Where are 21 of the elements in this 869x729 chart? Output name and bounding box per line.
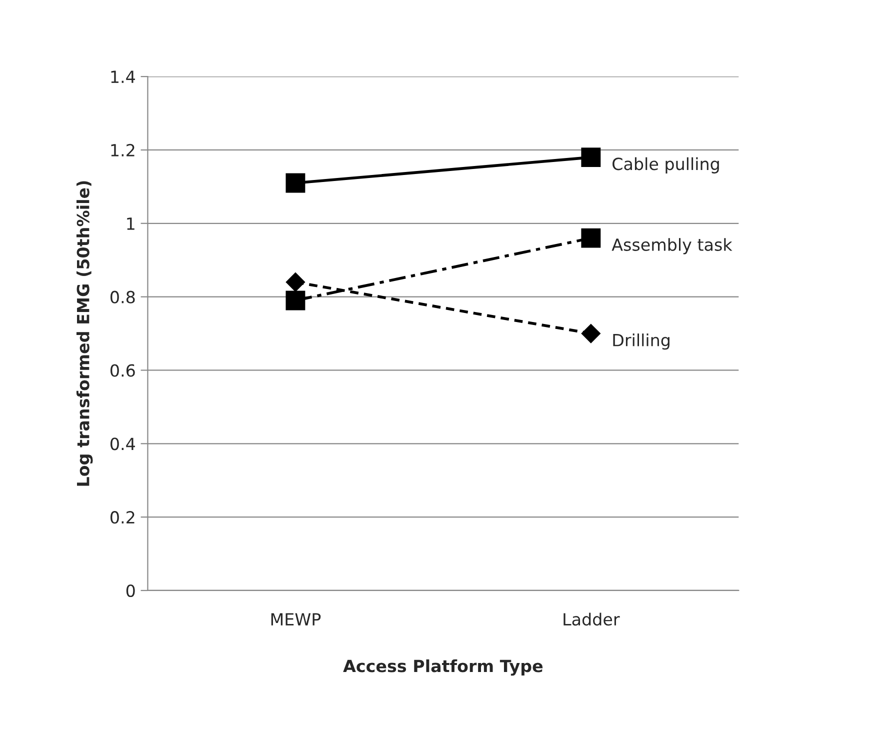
y-axis-title: Log transformed EMG (50th%ile) (76, 181, 93, 486)
point (581, 228, 601, 248)
series-label: Cable pulling (612, 157, 719, 174)
point (286, 290, 306, 310)
series-label: Assembly task (612, 238, 732, 254)
y-tick-label: 1 (127, 218, 134, 230)
y-tick-label: 0.4 (110, 438, 135, 450)
point (581, 324, 600, 344)
point (286, 173, 306, 193)
y-tick-label: 1.2 (111, 144, 134, 156)
series-label: Drilling (613, 334, 670, 350)
y-tick-label: 1.4 (111, 70, 135, 83)
y-tick-label: 0.8 (110, 290, 135, 304)
x-tick-label: Ladder (564, 612, 620, 626)
y-tick-label: 0.6 (110, 364, 135, 377)
point (286, 272, 305, 292)
x-tick-label: MEWP (271, 613, 321, 626)
y-tick-label: 0 (126, 584, 135, 598)
x-axis-title: Access Platform Type (343, 659, 543, 676)
y-tick-label: 0.2 (110, 511, 134, 524)
point (581, 148, 601, 168)
